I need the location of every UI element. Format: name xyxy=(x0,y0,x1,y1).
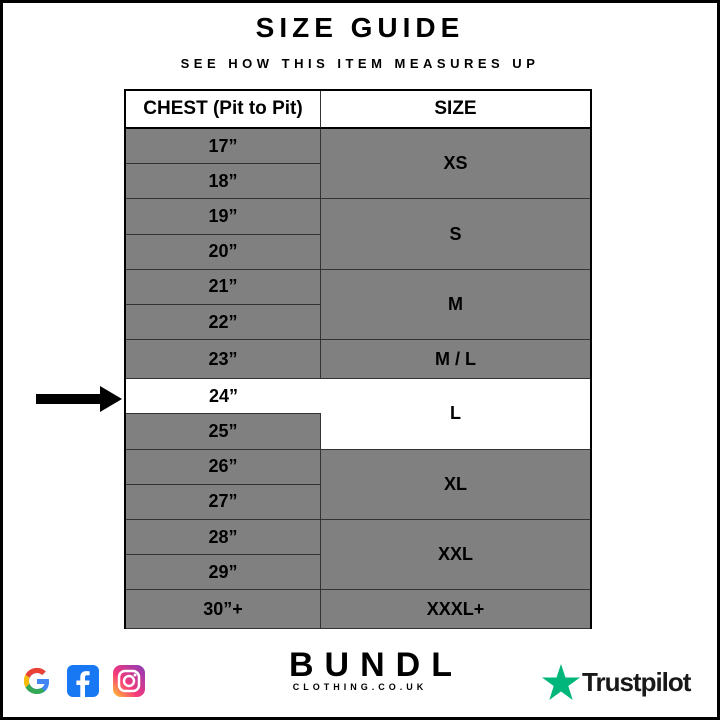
chest-cell: 30”+ xyxy=(126,590,321,630)
size-table: CHEST (Pit to Pit) SIZE 17” 18” 19” 20” 21” 22”… xyxy=(124,89,592,630)
page-title: SIZE GUIDE xyxy=(255,12,465,43)
chest-cell: 24” xyxy=(126,379,321,415)
chest-cell: 22” xyxy=(126,305,321,341)
chest-cell: 26” xyxy=(126,449,321,485)
chest-cell: 23” xyxy=(126,340,321,380)
chest-cell: 20” xyxy=(126,234,321,270)
google-icon[interactable] xyxy=(20,664,54,698)
brand-name: BUNDL xyxy=(289,646,463,684)
arrow-right-icon xyxy=(36,386,122,412)
page-subtitle: SEE HOW THIS ITEM MEASURES UP xyxy=(180,56,540,71)
trustpilot-star-icon xyxy=(542,664,580,700)
size-cell: XXL xyxy=(321,520,590,591)
chest-cell: 28” xyxy=(126,520,321,556)
brand-logo: BUNDL CLOTHING.CO.UK xyxy=(278,646,463,692)
size-cell: S xyxy=(321,199,590,270)
trustpilot-logo[interactable]: Trustpilot xyxy=(542,664,691,700)
chest-cell: 18” xyxy=(126,164,321,200)
size-cell: XL xyxy=(321,449,590,520)
chest-cell: 21” xyxy=(126,269,321,305)
size-cell: XS xyxy=(321,129,590,200)
chest-cell: 17” xyxy=(126,129,321,165)
chest-cell: 25” xyxy=(126,414,321,450)
chest-cell: 19” xyxy=(126,199,321,235)
size-cell: M / L xyxy=(321,340,590,380)
column-header-size: SIZE xyxy=(321,91,590,129)
trustpilot-label: Trustpilot xyxy=(582,666,691,697)
facebook-icon[interactable] xyxy=(66,664,100,698)
size-cell: M xyxy=(321,269,590,341)
instagram-icon[interactable] xyxy=(112,664,146,698)
chest-cell: 27” xyxy=(126,484,321,520)
brand-domain: CLOTHING.CO.UK xyxy=(292,682,428,692)
size-cell: XXXL+ xyxy=(321,590,590,630)
chest-cell: 29” xyxy=(126,555,321,591)
size-cell: L xyxy=(321,379,590,450)
column-header-chest: CHEST (Pit to Pit) xyxy=(126,91,321,129)
